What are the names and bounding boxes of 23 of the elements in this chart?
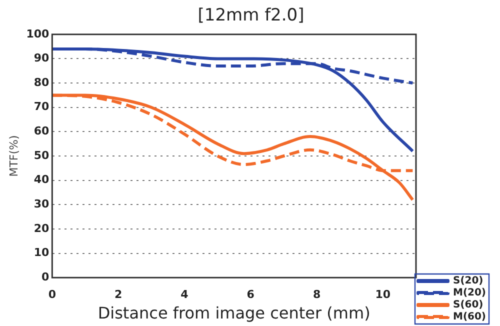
y-tick-label: 100 bbox=[26, 27, 50, 40]
legend-label: S(20) bbox=[452, 276, 484, 287]
legend-label: M(20) bbox=[452, 288, 486, 299]
y-tick-label: 70 bbox=[34, 100, 50, 114]
y-tick-label: 90 bbox=[34, 52, 50, 65]
legend-label: S(60) bbox=[452, 300, 484, 311]
chart-title: [12mm f2.0] bbox=[198, 6, 304, 26]
x-tick-label: 2 bbox=[114, 288, 122, 302]
x-tick-label: 8 bbox=[312, 288, 321, 302]
y-tick-label: 80 bbox=[34, 76, 50, 89]
y-tick-label: 40 bbox=[34, 173, 50, 186]
legend-label: M(60) bbox=[452, 312, 486, 323]
x-tick-label: 6 bbox=[246, 288, 255, 302]
x-axis-title: Distance from image center (mm) bbox=[98, 304, 370, 323]
y-tick-label: 30 bbox=[34, 198, 50, 210]
y-tick-label: 20 bbox=[34, 222, 50, 235]
y-tick-label: 0 bbox=[42, 270, 50, 284]
y-tick-label: 10 bbox=[34, 246, 50, 260]
y-tick-label: 50 bbox=[34, 148, 50, 162]
x-tick-label: 4 bbox=[180, 288, 189, 302]
x-tick-label: 10 bbox=[375, 288, 391, 302]
y-tick-label: 60 bbox=[34, 124, 50, 138]
y-axis-title: MTF(%) bbox=[7, 135, 20, 177]
